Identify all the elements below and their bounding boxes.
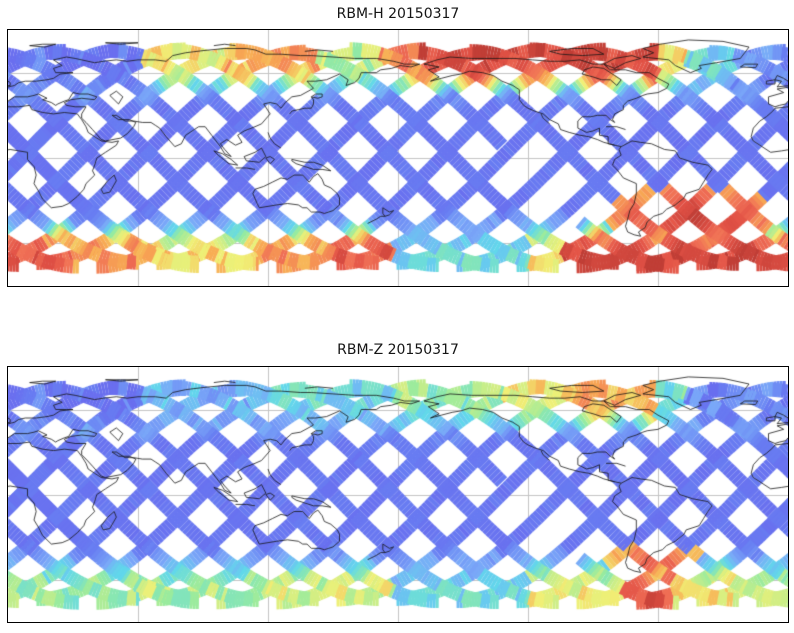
- map-title-rbm-h: RBM-H 20150317: [336, 6, 460, 22]
- map-title-rbm-z: RBM-Z 20150317: [337, 342, 459, 358]
- map-canvas-rbm-h: [8, 30, 788, 286]
- map-panel-rbm-z: [7, 366, 789, 623]
- map-panel-rbm-h: [7, 29, 789, 287]
- map-canvas-rbm-z: [8, 367, 788, 622]
